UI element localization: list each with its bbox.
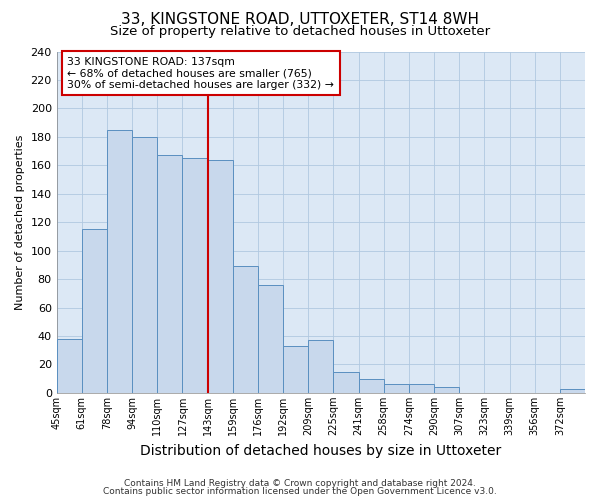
Bar [384, 384, 409, 393]
Bar [409, 384, 434, 393]
Y-axis label: Number of detached properties: Number of detached properties [15, 134, 25, 310]
Bar [56, 339, 82, 393]
Text: Contains HM Land Registry data © Crown copyright and database right 2024.: Contains HM Land Registry data © Crown c… [124, 478, 476, 488]
Text: 33 KINGSTONE ROAD: 137sqm
← 68% of detached houses are smaller (765)
30% of semi: 33 KINGSTONE ROAD: 137sqm ← 68% of detac… [67, 56, 334, 90]
Bar [132, 137, 157, 393]
Text: 33, KINGSTONE ROAD, UTTOXETER, ST14 8WH: 33, KINGSTONE ROAD, UTTOXETER, ST14 8WH [121, 12, 479, 28]
Bar [208, 160, 233, 393]
Bar [434, 387, 459, 393]
Bar [157, 156, 182, 393]
Text: Size of property relative to detached houses in Uttoxeter: Size of property relative to detached ho… [110, 25, 490, 38]
Bar [334, 372, 359, 393]
Bar [233, 266, 258, 393]
Bar [258, 285, 283, 393]
Text: Contains public sector information licensed under the Open Government Licence v3: Contains public sector information licen… [103, 487, 497, 496]
Bar [560, 388, 585, 393]
Bar [182, 158, 208, 393]
Bar [107, 130, 132, 393]
Bar [359, 378, 384, 393]
X-axis label: Distribution of detached houses by size in Uttoxeter: Distribution of detached houses by size … [140, 444, 502, 458]
Bar [283, 346, 308, 393]
Bar [82, 230, 107, 393]
Bar [308, 340, 334, 393]
